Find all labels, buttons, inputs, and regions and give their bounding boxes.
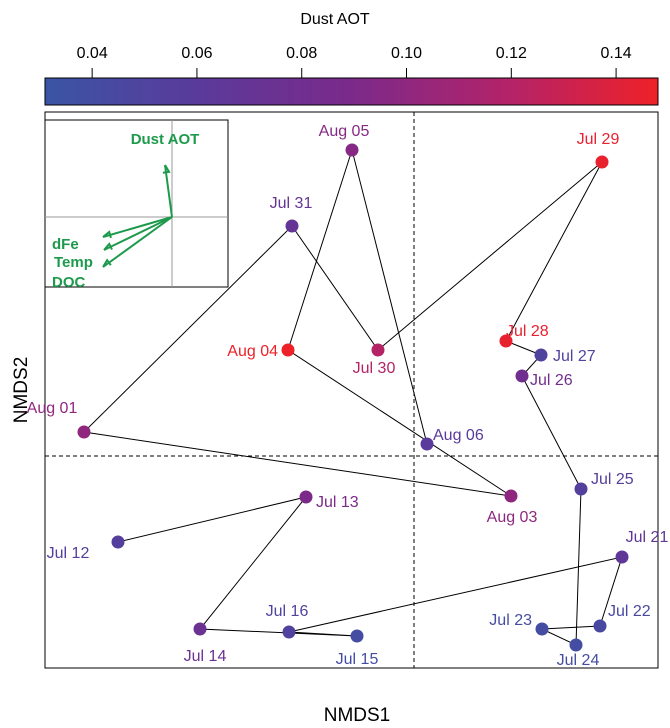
colorbar-tick-label: 0.12 [496, 45, 527, 62]
point-label: Jul 28 [506, 323, 549, 340]
loading-arrow [102, 216, 173, 268]
point [345, 143, 359, 157]
point [569, 638, 583, 652]
point-label: Aug 04 [227, 343, 278, 360]
colorbar-tick-label: 0.08 [286, 45, 317, 62]
loading-label: Temp [54, 254, 93, 271]
point [193, 622, 207, 636]
plot-frame [44, 111, 659, 669]
point-label: Jul 27 [553, 348, 596, 365]
point-label: Jul 30 [353, 360, 396, 377]
point [499, 334, 513, 348]
y-axis-label: NMDS2 [11, 357, 32, 424]
arrow-head [102, 258, 112, 268]
point [615, 550, 629, 564]
point-label: Jul 22 [608, 603, 651, 620]
colorbar [44, 77, 659, 106]
point [285, 219, 299, 233]
loading-label: DOC [52, 274, 86, 291]
colorbar-tick-label: 0.10 [391, 45, 422, 62]
point-label: Jul 16 [266, 603, 309, 620]
point [282, 625, 296, 639]
point [515, 369, 529, 383]
point-label: Jul 13 [316, 494, 359, 511]
inset-frame [44, 119, 229, 288]
point [281, 343, 295, 357]
point-label: Jul 26 [530, 372, 573, 389]
arrow-head [162, 164, 171, 174]
point-label: Jul 29 [577, 131, 620, 148]
point [299, 490, 313, 504]
loading-label: dFe [52, 236, 79, 253]
x-axis-label: NMDS1 [324, 705, 391, 726]
point-label: Aug 03 [487, 509, 538, 526]
point [504, 489, 518, 503]
point-label: Jul 15 [336, 651, 379, 668]
point [350, 629, 364, 643]
point [111, 535, 125, 549]
point [534, 348, 548, 362]
arrow-head [103, 242, 113, 251]
point-label: Jul 14 [184, 648, 227, 665]
colorbar-tick-label: 0.06 [181, 45, 212, 62]
point [574, 482, 588, 496]
colorbar-tick-label: 0.04 [77, 45, 108, 62]
point-label: Jul 31 [270, 195, 313, 212]
loading-arrow [103, 216, 173, 251]
point [535, 622, 549, 636]
point-label: Jul 12 [47, 545, 90, 562]
arrow-head [102, 230, 112, 239]
loading-arrow [164, 164, 173, 218]
point [77, 425, 91, 439]
point [593, 619, 607, 633]
loading-label: Dust AOT [131, 131, 200, 148]
point [595, 155, 609, 169]
point-label: Aug 01 [27, 400, 78, 417]
point [371, 343, 385, 357]
point-label: Aug 05 [319, 123, 370, 140]
point-label: Jul 24 [557, 652, 600, 669]
colorbar-label: Dust AOT [300, 11, 370, 28]
colorbar-tick-label: 0.14 [601, 45, 632, 62]
loading-arrow [102, 216, 173, 238]
point-label: Jul 21 [626, 529, 669, 546]
point-label: Aug 06 [433, 427, 484, 444]
point-label: Jul 25 [591, 471, 634, 488]
point-label: Jul 23 [489, 612, 532, 629]
point [420, 437, 434, 451]
